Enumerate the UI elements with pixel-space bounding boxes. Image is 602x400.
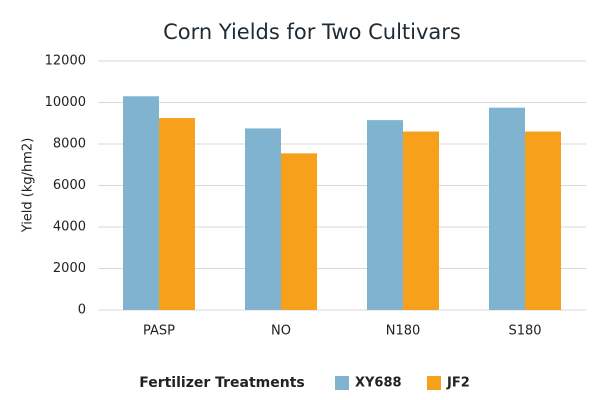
x-tick-label: PASP: [143, 324, 175, 339]
x-tick-label: S180: [508, 324, 541, 339]
legend-swatch: [427, 376, 441, 390]
y-tick-label: 4000: [53, 220, 86, 235]
y-tick-label: 6000: [53, 178, 86, 193]
bar: [525, 131, 561, 310]
legend-label: XY688: [355, 376, 402, 391]
bar: [403, 131, 439, 310]
y-tick-label: 10000: [45, 95, 86, 110]
chart-title: Corn Yields for Two Cultivars: [163, 20, 461, 44]
legend-label: JF2: [446, 376, 470, 391]
x-tick-label: NO: [271, 324, 291, 339]
bar: [489, 107, 525, 310]
x-axis-label: Fertilizer Treatments: [139, 375, 305, 391]
y-tick-label: 2000: [53, 261, 86, 276]
x-tick-label: N180: [386, 324, 421, 339]
bar: [123, 96, 159, 311]
y-axis-label: Yield (kg/hm2): [21, 138, 36, 234]
legend-swatch: [335, 376, 349, 390]
bar: [245, 128, 281, 310]
y-tick-label: 12000: [45, 54, 86, 69]
y-tick-label: 0: [78, 303, 86, 318]
y-tick-label: 8000: [53, 137, 86, 152]
bar: [367, 120, 403, 310]
bar: [159, 118, 195, 310]
bar: [281, 153, 317, 310]
